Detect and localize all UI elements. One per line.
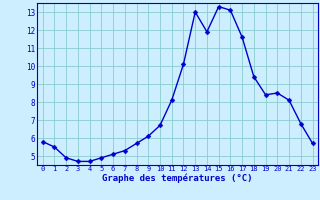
X-axis label: Graphe des températures (°C): Graphe des températures (°C) [102, 174, 253, 183]
